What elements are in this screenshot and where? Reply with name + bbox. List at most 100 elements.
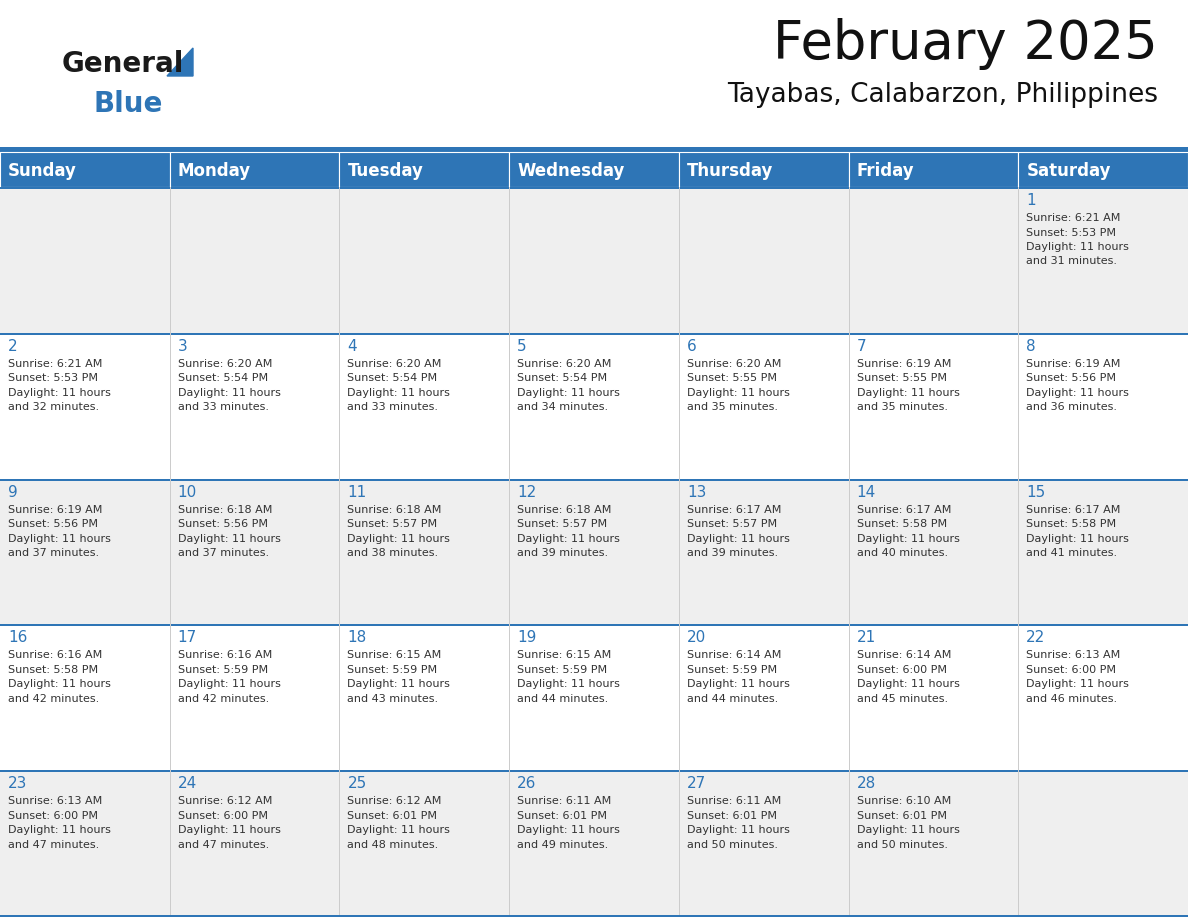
Text: and 35 minutes.: and 35 minutes. [687, 402, 778, 412]
Bar [0, 915, 1188, 917]
Bar [1018, 626, 1188, 770]
Text: Daylight: 11 hours: Daylight: 11 hours [687, 825, 790, 835]
Bar [678, 335, 848, 478]
Text: Thursday: Thursday [687, 162, 773, 181]
Text: Sunrise: 6:13 AM: Sunrise: 6:13 AM [8, 796, 102, 806]
Text: Daylight: 11 hours: Daylight: 11 hours [857, 679, 960, 689]
Bar [678, 772, 848, 916]
Bar [1018, 335, 1188, 478]
Bar [1018, 189, 1188, 333]
Bar [0, 772, 170, 916]
Text: Sunset: 5:58 PM: Sunset: 5:58 PM [1026, 519, 1117, 529]
Text: Sunrise: 6:18 AM: Sunrise: 6:18 AM [347, 505, 442, 515]
Text: Sunset: 5:59 PM: Sunset: 5:59 PM [517, 665, 607, 675]
Text: Daylight: 11 hours: Daylight: 11 hours [8, 825, 110, 835]
Text: 19: 19 [517, 631, 537, 645]
Text: and 42 minutes.: and 42 minutes. [8, 694, 100, 704]
Text: Sunset: 5:57 PM: Sunset: 5:57 PM [347, 519, 437, 529]
Text: 16: 16 [8, 631, 27, 645]
Text: 11: 11 [347, 485, 367, 499]
Text: and 43 minutes.: and 43 minutes. [347, 694, 438, 704]
Text: 26: 26 [517, 777, 537, 791]
Bar [678, 626, 848, 770]
Text: Sunrise: 6:21 AM: Sunrise: 6:21 AM [8, 359, 102, 369]
Text: Daylight: 11 hours: Daylight: 11 hours [517, 533, 620, 543]
Text: Daylight: 11 hours: Daylight: 11 hours [347, 825, 450, 835]
Text: and 50 minutes.: and 50 minutes. [687, 840, 778, 850]
Bar [340, 152, 510, 187]
Bar [848, 335, 1018, 478]
Text: Daylight: 11 hours: Daylight: 11 hours [1026, 533, 1129, 543]
Text: Sunset: 5:56 PM: Sunset: 5:56 PM [1026, 374, 1117, 384]
Text: 8: 8 [1026, 339, 1036, 353]
Bar [170, 152, 340, 187]
Text: Sunset: 6:00 PM: Sunset: 6:00 PM [1026, 665, 1117, 675]
Text: Sunrise: 6:17 AM: Sunrise: 6:17 AM [687, 505, 782, 515]
Bar [510, 626, 678, 770]
Text: Sunrise: 6:20 AM: Sunrise: 6:20 AM [517, 359, 612, 369]
Text: and 40 minutes.: and 40 minutes. [857, 548, 948, 558]
Text: Tuesday: Tuesday [347, 162, 423, 181]
Text: Sunrise: 6:15 AM: Sunrise: 6:15 AM [517, 650, 612, 660]
Text: Blue: Blue [94, 90, 164, 118]
Bar [510, 772, 678, 916]
Text: Sunrise: 6:16 AM: Sunrise: 6:16 AM [8, 650, 102, 660]
Text: Sunset: 6:01 PM: Sunset: 6:01 PM [687, 811, 777, 821]
Text: Daylight: 11 hours: Daylight: 11 hours [347, 387, 450, 397]
Bar [170, 481, 340, 624]
Text: Sunrise: 6:17 AM: Sunrise: 6:17 AM [1026, 505, 1120, 515]
Text: and 44 minutes.: and 44 minutes. [517, 694, 608, 704]
Bar [848, 481, 1018, 624]
Text: Sunrise: 6:10 AM: Sunrise: 6:10 AM [857, 796, 950, 806]
Bar [0, 770, 1188, 772]
Text: Daylight: 11 hours: Daylight: 11 hours [687, 679, 790, 689]
Text: and 50 minutes.: and 50 minutes. [857, 840, 948, 850]
Text: 9: 9 [8, 485, 18, 499]
Text: Sunset: 5:59 PM: Sunset: 5:59 PM [178, 665, 267, 675]
Text: Sunset: 5:54 PM: Sunset: 5:54 PM [517, 374, 607, 384]
Text: Daylight: 11 hours: Daylight: 11 hours [178, 533, 280, 543]
Bar [848, 189, 1018, 333]
Text: Sunset: 6:01 PM: Sunset: 6:01 PM [857, 811, 947, 821]
Text: Daylight: 11 hours: Daylight: 11 hours [517, 387, 620, 397]
Text: Wednesday: Wednesday [517, 162, 625, 181]
Text: Sunset: 5:55 PM: Sunset: 5:55 PM [687, 374, 777, 384]
Text: Sunset: 5:59 PM: Sunset: 5:59 PM [687, 665, 777, 675]
Text: Sunrise: 6:19 AM: Sunrise: 6:19 AM [1026, 359, 1120, 369]
Text: 1: 1 [1026, 193, 1036, 208]
Text: 12: 12 [517, 485, 537, 499]
Bar [510, 189, 678, 333]
Text: General: General [62, 50, 184, 78]
Text: Sunset: 5:58 PM: Sunset: 5:58 PM [8, 665, 99, 675]
Bar [340, 335, 510, 478]
Text: Sunset: 5:54 PM: Sunset: 5:54 PM [347, 374, 437, 384]
Text: and 37 minutes.: and 37 minutes. [8, 548, 99, 558]
Text: 4: 4 [347, 339, 358, 353]
Bar [340, 189, 510, 333]
Text: and 33 minutes.: and 33 minutes. [178, 402, 268, 412]
Text: Sunset: 5:58 PM: Sunset: 5:58 PM [857, 519, 947, 529]
Bar [0, 333, 1188, 335]
Text: Daylight: 11 hours: Daylight: 11 hours [857, 533, 960, 543]
Bar [848, 152, 1018, 187]
Text: Daylight: 11 hours: Daylight: 11 hours [1026, 387, 1129, 397]
Bar [678, 152, 848, 187]
Text: and 48 minutes.: and 48 minutes. [347, 840, 438, 850]
Bar [0, 189, 170, 333]
Text: Sunset: 5:53 PM: Sunset: 5:53 PM [1026, 228, 1117, 238]
Text: 21: 21 [857, 631, 876, 645]
Text: Sunrise: 6:15 AM: Sunrise: 6:15 AM [347, 650, 442, 660]
Bar [510, 481, 678, 624]
Text: Daylight: 11 hours: Daylight: 11 hours [8, 679, 110, 689]
Bar [0, 478, 1188, 481]
Text: Sunset: 5:56 PM: Sunset: 5:56 PM [178, 519, 267, 529]
Text: 20: 20 [687, 631, 706, 645]
Bar [510, 152, 678, 187]
Text: 27: 27 [687, 777, 706, 791]
Text: Sunrise: 6:12 AM: Sunrise: 6:12 AM [178, 796, 272, 806]
Bar [848, 626, 1018, 770]
Text: and 34 minutes.: and 34 minutes. [517, 402, 608, 412]
Text: and 36 minutes.: and 36 minutes. [1026, 402, 1117, 412]
Bar [678, 481, 848, 624]
Text: Sunrise: 6:11 AM: Sunrise: 6:11 AM [517, 796, 612, 806]
